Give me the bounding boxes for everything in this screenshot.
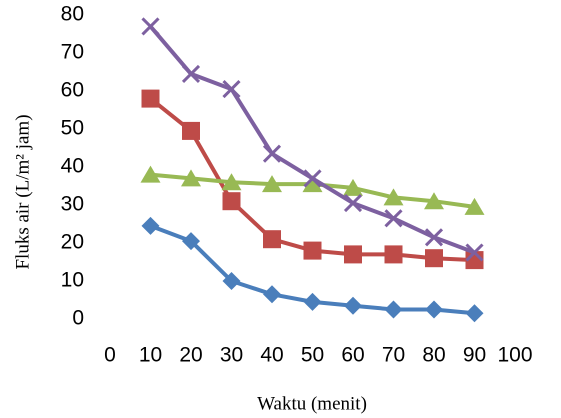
- marker: [222, 80, 241, 99]
- y-tick-label: 50: [61, 117, 84, 140]
- marker: [182, 121, 200, 140]
- marker: [465, 304, 484, 323]
- marker: [141, 89, 160, 108]
- marker: [262, 144, 282, 163]
- marker: [302, 175, 323, 193]
- x-tick-label: 30: [220, 344, 243, 367]
- marker: [384, 300, 403, 319]
- marker: [344, 245, 362, 264]
- marker: [303, 169, 322, 188]
- x-tick-label: 70: [382, 344, 405, 367]
- marker: [182, 232, 200, 251]
- marker: [424, 228, 444, 247]
- x-tick-label: 10: [139, 344, 162, 367]
- marker: [181, 169, 201, 187]
- x-tick-label: 40: [260, 344, 283, 367]
- marker: [222, 272, 241, 290]
- x-axis-title: Waktu (menit): [257, 393, 367, 414]
- marker: [181, 64, 201, 83]
- marker: [140, 165, 161, 183]
- x-tick-label: 90: [463, 344, 486, 367]
- marker: [344, 296, 362, 315]
- x-tick-label: 80: [422, 344, 445, 367]
- marker: [464, 197, 485, 215]
- marker: [425, 249, 443, 268]
- y-axis-title: Fluks air (L/m² jam): [12, 114, 33, 269]
- y-tick-label: 20: [61, 231, 84, 254]
- y-tick-label: 70: [61, 41, 84, 64]
- marker: [263, 285, 281, 304]
- y-tick-label: 40: [61, 155, 84, 178]
- marker: [343, 194, 363, 213]
- y-tick-label: 0: [72, 307, 84, 330]
- marker: [303, 292, 322, 311]
- marker: [384, 209, 403, 228]
- x-tick-label: 100: [497, 344, 532, 367]
- y-tick-label: 60: [61, 79, 84, 102]
- marker: [384, 245, 403, 264]
- marker: [141, 17, 160, 36]
- x-tick-label: 0: [104, 344, 116, 367]
- y-tick-label: 10: [61, 269, 84, 292]
- marker: [383, 188, 404, 206]
- x-tick-label: 60: [341, 344, 364, 367]
- y-tick-label: 80: [61, 3, 84, 26]
- marker: [465, 243, 484, 262]
- marker: [424, 192, 444, 210]
- x-tick-label: 20: [179, 344, 202, 367]
- x-tick-label: 50: [301, 344, 324, 367]
- marker: [343, 178, 363, 196]
- marker: [141, 216, 160, 235]
- y-tick-label: 30: [61, 193, 84, 216]
- marker: [263, 230, 281, 249]
- marker: [425, 300, 443, 319]
- marker: [222, 192, 241, 211]
- marker: [221, 173, 242, 191]
- marker: [262, 175, 282, 193]
- marker: [303, 241, 322, 260]
